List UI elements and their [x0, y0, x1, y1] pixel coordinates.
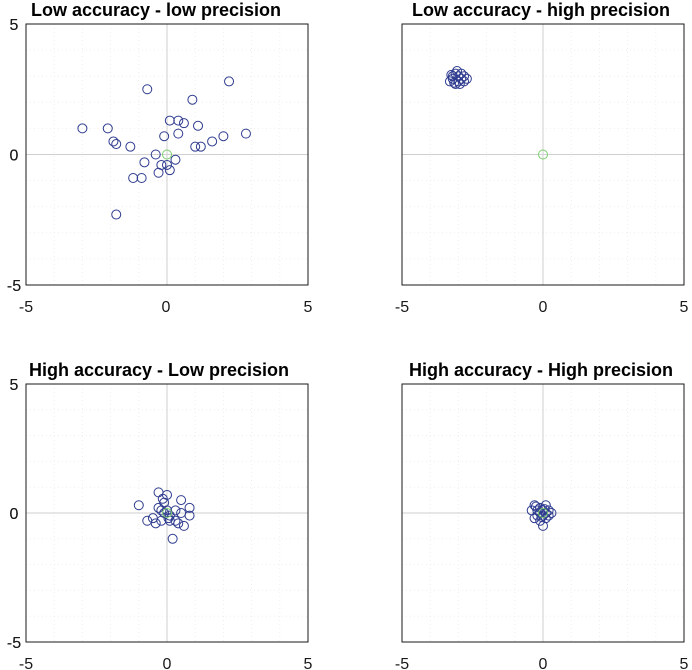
panel-4-x-tick--5: -5 — [395, 656, 409, 670]
panel-1-series-0-point-24 — [195, 141, 206, 152]
panel-1-low-accuracy-low-precision: Low accuracy - low precision 0 5 0 -5 -5 5 — [7, 0, 313, 316]
panel-4-title: High accuracy - High precision — [409, 360, 673, 380]
panel-3-series-0-point-21 — [184, 502, 195, 513]
panel-1-x-tick-0: 0 — [162, 299, 171, 316]
panel-1-series-0-point-17 — [170, 154, 181, 165]
panel-4-series-1-point-0 — [538, 508, 548, 518]
panel-2-title: Low accuracy - high precision — [412, 0, 670, 20]
panel-1-series-0-point-6 — [128, 172, 139, 183]
panel-1-series-0-point-5 — [125, 141, 136, 152]
panel-4-series-0-point-14 — [543, 505, 554, 516]
panel-1-series-0-point-27 — [224, 76, 235, 87]
panel-1-series-0-point-19 — [173, 128, 184, 139]
panel-2-y-tick--5: -5 — [7, 278, 21, 295]
panel-1-series-0-point-16 — [164, 165, 175, 176]
panel-3-x-tick-5: 5 — [304, 656, 313, 670]
panel-2-x-tick--5: -5 — [395, 299, 409, 316]
panel-3-series-0-point-11 — [162, 505, 172, 516]
panel-1-series-0-point-23 — [193, 120, 204, 131]
panel-1-axes-frame — [25, 23, 309, 286]
panel-2-y-tick-0: 0 — [10, 148, 19, 165]
panel-1-series-1-point-0 — [162, 149, 172, 160]
panel-1-series-0-point-4 — [111, 209, 122, 220]
panel-3-x-tick-0: 0 — [163, 656, 172, 670]
panel-1-y-tick-5: 5 — [10, 17, 19, 34]
panel-2-axes-frame — [401, 23, 685, 286]
panel-1-series-0-point-18 — [173, 115, 184, 126]
panel-2-series-0-point-14 — [454, 79, 465, 90]
panel-3-y-tick--5: -5 — [7, 635, 21, 652]
panel-2-series-0-point-0 — [444, 76, 455, 87]
panel-2-series-0-point-11 — [461, 73, 472, 84]
panel-1-series-0-point-28 — [240, 128, 251, 139]
panel-3-series-0-point-3 — [150, 518, 161, 529]
panel-1-series-0-point-3 — [111, 139, 122, 150]
panel-3-x-tick--5: -5 — [19, 656, 33, 670]
panel-3-series-0-point-22 — [184, 510, 195, 521]
panel-1-series-0-point-20 — [178, 118, 189, 129]
panel-2-low-accuracy-high-precision: Low accuracy - high precision 5 0 -5 -5 0 5 — [7, 0, 689, 316]
panel-2-series-0-point-9 — [459, 71, 470, 82]
panel-1-series-0-point-13 — [159, 131, 170, 142]
panel-1-y-tick-0: 0 — [10, 148, 19, 165]
panel-3-series-0-point-13 — [164, 510, 175, 521]
panel-3-axes-frame — [25, 383, 309, 643]
panel-1-series-0-point-12 — [156, 159, 167, 170]
panel-1-series-0-point-10 — [150, 149, 161, 160]
panel-1-series-0-point-8 — [139, 157, 150, 168]
panel-4-high-accuracy-high-precision: High accuracy - High precision 5 0 -5 -5 0 5 — [7, 360, 689, 670]
panel-4-y-tick-0: 0 — [10, 506, 19, 523]
panel-1-series-0-point-22 — [190, 141, 201, 152]
panel-4-axes-frame — [401, 383, 685, 643]
panel-2-x-tick-5: 5 — [680, 299, 689, 316]
panel-2-x-tick-0: 0 — [539, 299, 548, 316]
panel-3-y-tick-0: 0 — [10, 506, 19, 523]
panel-1-y-tick--5: -5 — [7, 278, 21, 295]
panel-1-series-0-point-21 — [187, 94, 198, 105]
panel-4-x-tick-0: 0 — [539, 656, 548, 670]
panel-1-series-0-point-0 — [77, 123, 88, 134]
panel-2-y-tick-5: 5 — [10, 17, 19, 34]
panel-2-series-0-point-15 — [446, 69, 457, 80]
panel-3-series-0-point-18 — [176, 495, 187, 506]
panel-3-series-1-point-0 — [162, 508, 172, 518]
panel-1-title: Low accuracy - low precision — [31, 0, 281, 20]
panel-2-series-1-point-0 — [538, 149, 548, 160]
panel-4-y-tick-5: 5 — [10, 377, 19, 394]
panel-3-series-0-point-14 — [167, 533, 178, 544]
panel-4-x-tick-5: 5 — [680, 656, 689, 670]
panel-3-title: High accuracy - Low precision — [29, 360, 289, 380]
panel-1-series-0-point-2 — [108, 136, 119, 147]
panel-1-series-0-point-15 — [164, 115, 175, 126]
panel-1-x-tick-5: 5 — [304, 299, 313, 316]
panel-1-series-0-point-7 — [136, 172, 147, 183]
panel-3-y-tick-5: 5 — [10, 377, 19, 394]
panel-3-series-0-point-16 — [170, 515, 181, 526]
panel-4-y-tick--5: -5 — [7, 635, 21, 652]
panel-1-series-0-point-25 — [207, 136, 218, 147]
panel-1-x-tick--5: -5 — [19, 299, 33, 316]
panel-3-series-0-point-17 — [173, 518, 184, 529]
panel-3-high-accuracy-low-precision: High accuracy - Low precision 5 0 -5 -5 0 5 — [7, 360, 313, 670]
panel-1-series-0-point-9 — [142, 84, 153, 95]
panel-3-series-0-point-20 — [178, 520, 189, 531]
panel-1-series-0-point-1 — [102, 123, 113, 134]
panel-4-series-0-point-1 — [529, 500, 540, 511]
panel-1-series-0-point-14 — [162, 159, 172, 170]
panel-3-series-0-point-23 — [157, 493, 168, 504]
panel-3-series-0-point-0 — [133, 500, 144, 511]
panel-1-series-0-point-26 — [218, 131, 229, 142]
panel-3-series-0-point-24 — [163, 513, 174, 524]
